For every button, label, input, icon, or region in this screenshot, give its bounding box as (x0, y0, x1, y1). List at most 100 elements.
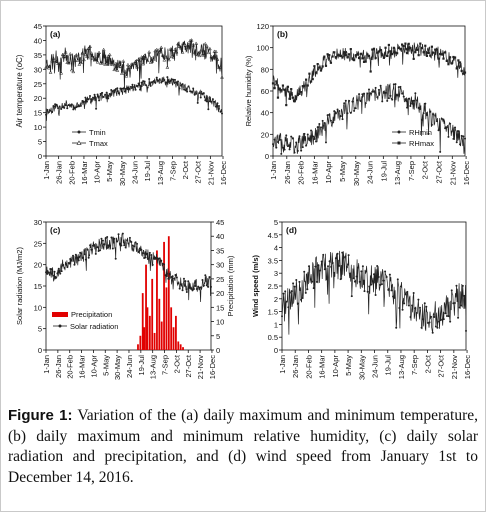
data-point (54, 276, 57, 279)
data-point (87, 256, 90, 259)
data-point (163, 263, 166, 266)
data-point (324, 64, 328, 67)
data-point (119, 71, 124, 75)
data-point (389, 50, 392, 53)
data-point (160, 81, 163, 84)
data-point (51, 111, 54, 114)
data-point (359, 52, 362, 55)
data-point (441, 318, 444, 321)
data-point (366, 53, 369, 56)
data-point (406, 290, 409, 293)
data-point (377, 88, 380, 91)
data-point (420, 326, 423, 329)
data-point (425, 305, 428, 308)
x-tick-label: 2-Oct (181, 160, 190, 179)
data-point (133, 59, 138, 63)
data-point (151, 57, 156, 61)
data-point (104, 237, 107, 240)
data-point (192, 50, 197, 54)
data-point (371, 90, 374, 93)
data-point (320, 126, 322, 129)
data-point (104, 61, 109, 65)
data-point (183, 88, 186, 91)
data-point (331, 55, 334, 58)
data-point (180, 84, 183, 87)
panel-label: (d) (286, 225, 297, 235)
data-point (73, 263, 76, 266)
x-tick-label: 19-Jul (384, 355, 393, 376)
y-tick-label: 5 (38, 138, 42, 147)
data-point (455, 141, 458, 144)
data-point (205, 100, 208, 103)
data-point (119, 87, 122, 90)
data-point (281, 84, 285, 87)
data-point (127, 65, 132, 69)
data-point (401, 43, 404, 46)
data-point (54, 59, 59, 63)
data-point (416, 99, 418, 102)
data-point (361, 93, 364, 96)
data-point (114, 257, 117, 260)
legend-rhmin-marker (397, 130, 401, 134)
data-point (187, 280, 190, 283)
legend-rhmax-label: RHmax (409, 139, 434, 148)
legend-precip-label: Precipitation (71, 310, 112, 319)
data-point (105, 91, 108, 94)
data-point (137, 82, 140, 85)
x-tick-label: 30-May (352, 161, 361, 186)
y-tick-label: 20 (34, 94, 42, 103)
data-point (426, 321, 429, 324)
data-point (101, 91, 104, 94)
data-point (387, 97, 390, 100)
data-point (344, 54, 347, 57)
data-point (334, 112, 337, 115)
data-point (68, 51, 73, 56)
data-point (154, 47, 159, 52)
data-point (170, 78, 173, 81)
y-axis-label: Relative humidity (%) (244, 55, 253, 126)
data-point (417, 106, 420, 109)
data-point (292, 282, 295, 285)
data-point (368, 285, 371, 288)
x-tick-label: 13-Aug (393, 161, 402, 185)
data-point (329, 119, 332, 122)
data-point (95, 59, 100, 64)
precip-bar (177, 341, 180, 350)
data-point (144, 56, 149, 60)
y-tick-label: 20 (261, 130, 269, 139)
data-point (79, 104, 82, 107)
data-point (175, 81, 178, 84)
data-point (372, 47, 376, 50)
x-tick-label: 1-Jan (42, 355, 51, 374)
data-point (148, 251, 151, 254)
data-point (342, 256, 345, 259)
chart-c-solar-precip: 0 5 10 15 20 25 30 1-Jan 26-Jan 20-Feb 16-Mar 10-Ap… (15, 218, 235, 380)
data-point (311, 135, 314, 138)
data-point (129, 85, 132, 88)
data-point (70, 259, 73, 262)
data-point (422, 318, 425, 321)
data-point (374, 86, 377, 89)
y-tick-label: 1.5 (268, 308, 278, 317)
data-point (447, 135, 450, 138)
x-tick-label: 7-Sep (168, 161, 177, 181)
data-point (54, 103, 57, 106)
data-point (72, 58, 77, 62)
data-point (442, 318, 445, 321)
data-point (390, 289, 393, 292)
data-point (109, 60, 114, 64)
data-point (326, 53, 329, 56)
precip-bar (182, 347, 184, 350)
x-tick-label: 13-Aug (397, 355, 406, 379)
data-point (136, 84, 139, 87)
data-point (427, 51, 430, 55)
data-point (163, 55, 168, 59)
precip-bar (179, 344, 182, 350)
data-point (409, 104, 412, 107)
x-tick-label: 5-May (338, 161, 347, 182)
data-point (59, 70, 64, 75)
data-point (298, 92, 301, 95)
data-point (95, 107, 98, 110)
data-point (323, 55, 326, 58)
data-point (380, 283, 383, 286)
